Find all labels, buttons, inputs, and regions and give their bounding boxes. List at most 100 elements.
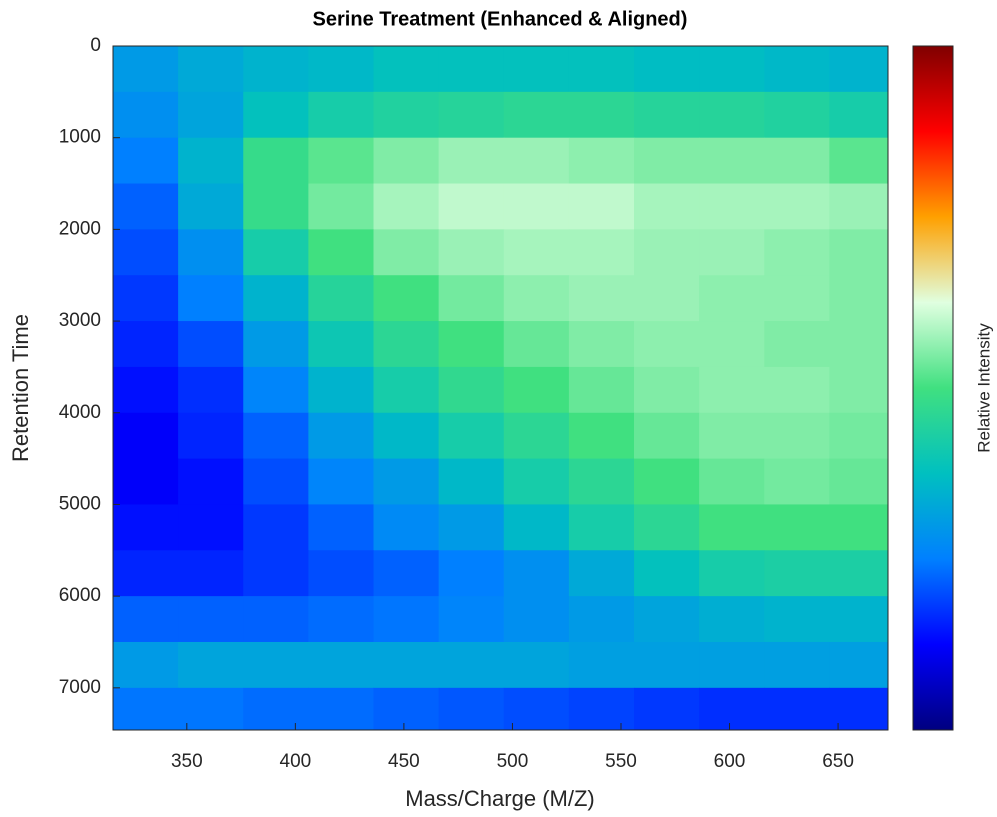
- heatmap-cell: [113, 46, 179, 93]
- heatmap-cell: [243, 641, 309, 689]
- heatmap-cell: [764, 321, 830, 368]
- heatmap-cell: [503, 229, 570, 276]
- heatmap-cell: [308, 229, 375, 276]
- heatmap-cell: [178, 183, 244, 230]
- heatmap-cell: [699, 687, 765, 731]
- heatmap-cell: [438, 687, 505, 731]
- heatmap-cell: [568, 412, 635, 460]
- heatmap-cell: [829, 412, 889, 460]
- heatmap-cell: [699, 275, 765, 322]
- heatmap-cell: [503, 550, 570, 597]
- x-tick-label: 600: [714, 751, 746, 772]
- heatmap-cell: [829, 550, 889, 597]
- heatmap-cell: [308, 275, 375, 322]
- y-tick-label: 7000: [59, 677, 101, 698]
- heatmap-cell: [243, 366, 309, 414]
- heatmap-cell: [373, 137, 440, 185]
- heatmap-cell: [178, 366, 244, 414]
- heatmap-cell: [373, 366, 440, 414]
- heatmap-cell: [699, 321, 765, 368]
- heatmap-cell: [243, 687, 309, 731]
- heatmap-cell: [373, 458, 440, 505]
- heatmap-cell: [308, 366, 375, 414]
- heatmap-cell: [243, 458, 309, 505]
- x-tick-label: 550: [605, 751, 637, 772]
- heatmap-cell: [113, 412, 179, 460]
- heatmap-cell: [113, 596, 179, 643]
- heatmap-cell: [634, 366, 700, 414]
- heatmap-cell: [829, 366, 889, 414]
- heatmap-cell: [178, 504, 244, 551]
- y-tick-label: 4000: [59, 402, 101, 423]
- heatmap-cell: [568, 504, 635, 551]
- heatmap-cell: [113, 550, 179, 597]
- colorbar: [912, 45, 954, 731]
- heatmap-cell: [438, 596, 505, 643]
- plot-frame: [112, 45, 889, 731]
- heatmap-cell: [568, 46, 635, 93]
- heatmap-cell: [764, 46, 830, 93]
- heatmap-cell: [764, 137, 830, 185]
- heatmap-cell: [634, 412, 700, 460]
- heatmap-cell: [634, 137, 700, 185]
- heatmap-cell: [178, 641, 244, 689]
- heatmap-cell: [308, 412, 375, 460]
- heatmap-cell: [503, 412, 570, 460]
- heatmap-cell: [373, 91, 440, 139]
- heatmap-cell: [243, 275, 309, 322]
- heatmap-cell: [503, 641, 570, 689]
- heatmap-cell: [634, 504, 700, 551]
- heatmap-cell: [113, 321, 179, 368]
- heatmap-cell: [113, 366, 179, 414]
- heatmap-cell: [113, 91, 179, 139]
- heatmap-cell: [178, 412, 244, 460]
- heatmap-cell: [829, 458, 889, 505]
- heatmap-cell: [178, 275, 244, 322]
- heatmap-cell: [178, 46, 244, 93]
- heatmap-cell: [699, 641, 765, 689]
- heatmap-cell: [699, 137, 765, 185]
- heatmap-cell: [699, 504, 765, 551]
- heatmap-cell: [503, 687, 570, 731]
- heatmap-cell: [178, 137, 244, 185]
- heatmap-cell: [438, 229, 505, 276]
- heatmap-cell: [503, 321, 570, 368]
- heatmap-cell: [764, 183, 830, 230]
- heatmap-cell: [308, 46, 375, 93]
- heatmap-cell: [113, 229, 179, 276]
- heatmap-cell: [243, 137, 309, 185]
- heatmap-cell: [438, 275, 505, 322]
- heatmap-cell: [568, 321, 635, 368]
- heatmap-cell: [503, 46, 570, 93]
- heatmap-cell: [764, 641, 830, 689]
- heatmap-cell: [568, 458, 635, 505]
- heatmap-cell: [699, 412, 765, 460]
- heatmap-cell: [438, 137, 505, 185]
- heatmap-cell: [113, 183, 179, 230]
- heatmap-cell: [634, 229, 700, 276]
- heatmap-cell: [373, 687, 440, 731]
- heatmap-cell: [699, 91, 765, 139]
- heatmap-cell: [243, 596, 309, 643]
- heatmap-cell: [438, 366, 505, 414]
- heatmap-cell: [308, 91, 375, 139]
- heatmap-cell: [764, 550, 830, 597]
- heatmap-cell: [438, 641, 505, 689]
- heatmap-cell: [243, 229, 309, 276]
- heatmap-cell: [829, 91, 889, 139]
- heatmap-cell: [829, 275, 889, 322]
- heatmap-cell: [568, 687, 635, 731]
- heatmap-cell: [178, 550, 244, 597]
- heatmap-cell: [178, 229, 244, 276]
- heatmap-cell: [764, 504, 830, 551]
- heatmap-cell: [503, 458, 570, 505]
- heatmap-cell: [438, 321, 505, 368]
- heatmap-cell: [438, 91, 505, 139]
- x-tick-label: 500: [497, 751, 529, 772]
- heatmap-cell: [634, 46, 700, 93]
- heatmap-cell: [699, 458, 765, 505]
- heatmap-cell: [764, 366, 830, 414]
- heatmap-cell: [634, 275, 700, 322]
- heatmap-cell: [634, 183, 700, 230]
